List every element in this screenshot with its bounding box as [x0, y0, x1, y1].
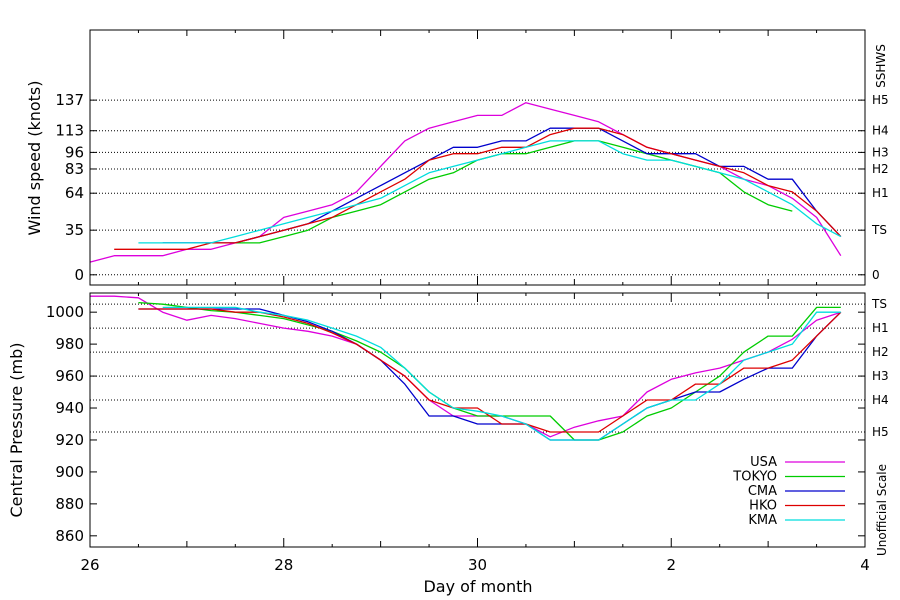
wind-y-tick-label: 137: [55, 91, 84, 109]
pressure-panel: 860 880 900 920 940 960 980 1000 26 28 30 2 4 TS H1 H…: [7, 292, 889, 596]
pres-ref-label-ts: TS: [871, 297, 887, 311]
wind-ref-label-h2: H2: [872, 162, 889, 176]
wind-right-title: SSHWS: [874, 44, 888, 88]
pres-y-tick-label: 860: [55, 527, 84, 545]
wind-y-tick-label: 113: [55, 122, 84, 140]
pres-series-usa: [90, 295, 842, 438]
pressure-y-axis-title: Central Pressure (mb): [7, 343, 26, 518]
legend-label-kma: KMA: [748, 513, 777, 528]
pressure-right-labels: TS H1 H2 H3 H4 H5: [871, 297, 889, 439]
wind-ref-label-h4: H4: [872, 124, 889, 138]
pres-series-hko: [138, 308, 842, 433]
legend-label-cma: CMA: [748, 484, 777, 499]
pressure-reference-lines: [90, 303, 865, 433]
pres-ref-label-h4: H4: [872, 393, 889, 407]
wind-series-hko: [114, 127, 842, 250]
pres-series-cma: [138, 308, 842, 441]
wind-plot-frame: [89, 29, 866, 286]
pressure-series-group: [90, 295, 842, 441]
pres-series-kma: [162, 306, 841, 441]
pres-y-tick-label: 920: [55, 431, 84, 449]
pres-ref-label-h3: H3: [872, 369, 889, 383]
x-tick-label: 30: [468, 556, 487, 574]
x-tick-label: 4: [860, 556, 870, 574]
legend-label-usa: USA: [750, 455, 777, 470]
pressure-right-title: Unofficial Scale: [875, 464, 889, 556]
pres-ref-label-h1: H1: [872, 321, 889, 335]
wind-right-labels: TS H1 H2 H3 H4 H5 0: [871, 93, 889, 282]
x-tick-label: 26: [80, 556, 99, 574]
pressure-x-axis: 26 28 30 2 4: [80, 293, 870, 574]
pres-y-tick-label: 1000: [46, 303, 84, 321]
pressure-y-axis: 860 880 900 920 940 960 980 1000: [46, 303, 865, 545]
legend-label-tokyo: TOKYO: [732, 470, 777, 485]
wind-ref-label-h5: H5: [872, 93, 889, 107]
wind-y-tick-label: 0: [74, 266, 84, 284]
wind-reference-lines: [90, 99, 865, 276]
wind-ref-label-h1: H1: [872, 186, 889, 200]
pres-y-tick-label: 960: [55, 367, 84, 385]
pres-y-tick-label: 940: [55, 399, 84, 417]
wind-y-tick-label: 96: [65, 143, 84, 161]
wind-ref-label-0: 0: [872, 268, 880, 282]
pres-ref-label-h5: H5: [872, 425, 889, 439]
pres-y-tick-label: 880: [55, 495, 84, 513]
wind-ref-label-ts: TS: [871, 223, 887, 237]
x-tick-label: 28: [274, 556, 293, 574]
legend-label-hko: HKO: [749, 499, 777, 514]
wind-ref-label-h3: H3: [872, 145, 889, 159]
wind-series-group: [89, 102, 842, 263]
wind-y-axis-title: Wind speed (knots): [25, 80, 44, 235]
x-axis-title: Day of month: [423, 577, 532, 596]
wind-series-kma: [138, 140, 842, 244]
pres-y-tick-label: 900: [55, 463, 84, 481]
wind-y-tick-label: 35: [65, 221, 84, 239]
pressure-plot-frame: [89, 292, 866, 548]
x-tick-label: 2: [666, 556, 676, 574]
wind-y-tick-label: 83: [65, 160, 84, 178]
pres-y-tick-label: 980: [55, 335, 84, 353]
pres-ref-label-h2: H2: [872, 345, 889, 359]
wind-y-tick-label: 64: [65, 184, 84, 202]
